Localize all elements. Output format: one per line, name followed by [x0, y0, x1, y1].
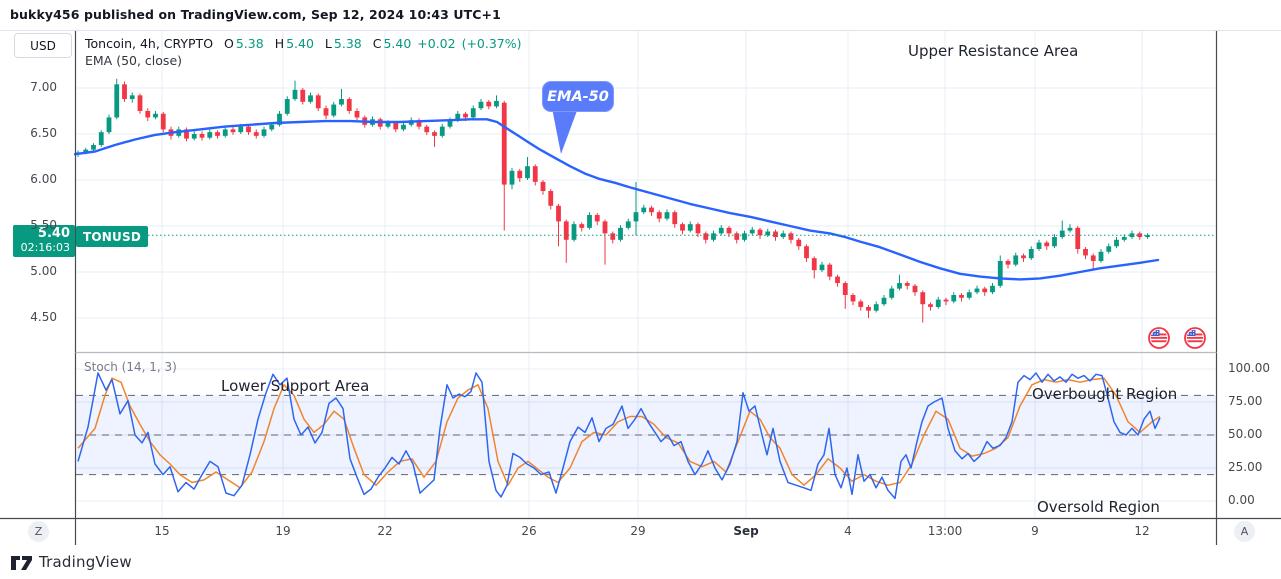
current-price-value: 5.40 — [37, 226, 70, 241]
candlestick-series — [75, 78, 1150, 323]
time-tick-label: 13:00 — [927, 524, 963, 538]
stoch-indicator-label[interactable]: Stoch (14, 1, 3) — [84, 360, 177, 374]
stoch-tick-label: 0.00 — [1228, 493, 1255, 507]
ema50-callout-tail — [552, 108, 578, 154]
time-tick-label: 19 — [275, 524, 291, 538]
price-tick-label: 4.50 — [30, 310, 57, 324]
low-label: L — [324, 36, 332, 51]
time-tick-label: 22 — [377, 524, 393, 538]
economic-event-flag-icon[interactable] — [1148, 327, 1170, 349]
time-tick-label: 9 — [1031, 524, 1039, 538]
annotation-overbought-region: Overbought Region — [1032, 385, 1178, 403]
price-tick-label: 5.50 — [30, 218, 57, 232]
time-tick-label: 4 — [844, 524, 852, 538]
tradingview-logo-icon[interactable] — [10, 554, 33, 571]
open-value: 5.38 — [235, 36, 264, 51]
stoch-tick-label: 75.00 — [1228, 394, 1263, 408]
current-price-tag: 5.40 02:16:03 — [13, 225, 75, 257]
low-value: 5.38 — [333, 36, 362, 51]
stoch-d-line — [77, 377, 1161, 489]
price-tick-label: 7.00 — [30, 80, 57, 94]
time-tick-label: 15 — [154, 524, 170, 538]
price-tick-label: 6.50 — [30, 126, 57, 140]
annotation-upper-resistance: Upper Resistance Area — [908, 42, 1079, 60]
pane-borders — [0, 30, 1281, 546]
symbol-price-flag: TONUSD — [76, 226, 148, 247]
high-value: 5.40 — [286, 36, 314, 51]
annotation-oversold-region: Oversold Region — [1037, 498, 1160, 516]
close-label: C — [372, 36, 382, 51]
stoch-tick-label: 25.00 — [1228, 460, 1263, 474]
time-tick-label: Sep — [733, 524, 759, 538]
ema50-line — [73, 118, 1160, 281]
price-tick-label: 5.00 — [30, 264, 57, 278]
time-tick-label: 29 — [630, 524, 646, 538]
attribution-header: bukky456 published on TradingView.com, S… — [10, 7, 501, 22]
time-tick-label: 12 — [1134, 524, 1150, 538]
symbol-title[interactable]: Toncoin, 4h, CRYPTO — [85, 36, 214, 51]
economic-event-flag-icon[interactable] — [1184, 327, 1206, 349]
change-percent: (+0.37%) — [461, 36, 522, 51]
ema50-callout[interactable]: EMA-50 — [542, 81, 614, 112]
stoch-tick-label: 100.00 — [1228, 361, 1270, 375]
autoscale-button[interactable]: A — [1234, 521, 1255, 542]
footer: TradingView — [0, 545, 1281, 579]
stoch-tick-label: 50.00 — [1228, 427, 1263, 441]
annotation-lower-support: Lower Support Area — [221, 377, 370, 395]
price-tick-label: 6.00 — [30, 172, 57, 186]
close-value: 5.40 — [383, 36, 412, 51]
bar-countdown: 02:16:03 — [20, 241, 70, 254]
brand-name[interactable]: TradingView — [39, 553, 132, 571]
time-tick-label: 26 — [521, 524, 537, 538]
currency-button[interactable]: USD — [14, 33, 72, 58]
ema-indicator-label[interactable]: EMA (50, close) — [85, 53, 183, 68]
stoch-k-line — [77, 372, 1161, 500]
open-label: O — [224, 36, 234, 51]
stoch-band — [76, 394, 1216, 476]
high-label: H — [274, 36, 285, 51]
change-value: +0.02 — [417, 36, 456, 51]
timezone-button[interactable]: Z — [28, 521, 49, 542]
